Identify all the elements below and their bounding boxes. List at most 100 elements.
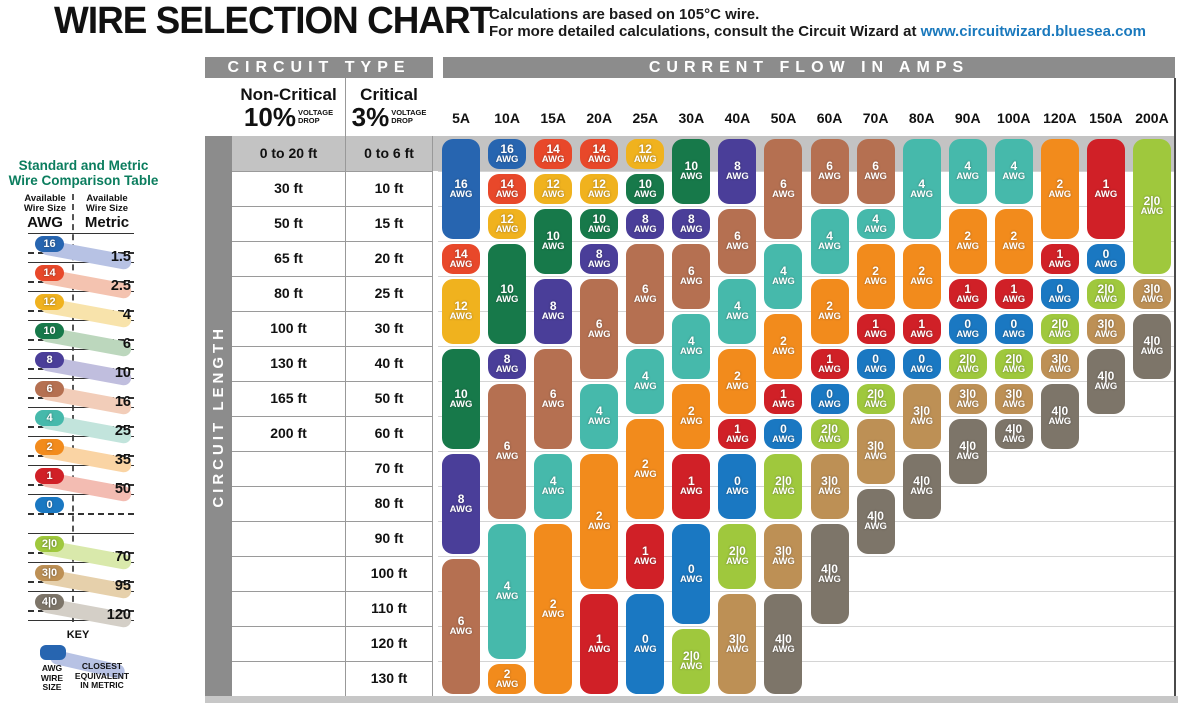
gauge-unit: AWG: [772, 346, 795, 357]
gauge-unit: AWG: [726, 171, 749, 182]
gauge-value: 4|0: [867, 509, 884, 523]
gauge-value: 2: [826, 299, 833, 313]
gauge-value: 0: [964, 316, 972, 331]
wire-gauge-pill: 2 AWG: [718, 348, 757, 414]
gauge-unit: AWG: [864, 363, 887, 375]
wire-gauge-pill: 2 AWG: [626, 418, 665, 519]
amp-column-header-200A: 200A: [1135, 110, 1169, 126]
gauge-unit: AWG: [1140, 206, 1164, 217]
gauge-unit: AWG: [1002, 241, 1026, 252]
gauge-value: 2|0: [959, 351, 977, 366]
metric-size-value: 10: [114, 365, 131, 381]
grid-row-line: [438, 206, 1175, 207]
gauge-unit: AWG: [679, 661, 703, 672]
wire-gauge-pill: 8 AWG: [580, 243, 619, 274]
gauge-value: 6: [549, 386, 557, 401]
wire-gauge-pill: 3|0 AWG: [810, 453, 849, 519]
note-line-2: For more detailed calculations, consult …: [489, 23, 1146, 40]
gauge-value: 4|0: [959, 439, 977, 453]
wire-gauge-pill: 0 AWG: [810, 383, 849, 414]
critical-length-cell: 10 ft: [374, 180, 404, 196]
awg-size-pill: 0: [35, 497, 64, 513]
gauge-value: 2|0: [867, 386, 884, 401]
length-row-line: [232, 416, 433, 417]
noncritical-length-cell: 80 ft: [274, 285, 303, 301]
gauge-unit: AWG: [864, 328, 887, 340]
gauge-unit: AWG: [1002, 293, 1026, 305]
wire-gauge-pill: 6 AWG: [856, 138, 895, 204]
gauge-unit: AWG: [1048, 188, 1072, 200]
gauge-value: 10: [684, 159, 699, 173]
note-line-1: Calculations are based on 105°C wire.: [489, 6, 760, 23]
gauge-value: 3|0: [1051, 351, 1069, 366]
gauge-unit: AWG: [1002, 363, 1026, 375]
gauge-value: 2|0: [682, 649, 700, 663]
wire-gauge-pill: 14 AWG: [580, 138, 619, 169]
gauge-unit: AWG: [679, 171, 703, 182]
gauge-unit: AWG: [910, 363, 933, 375]
gauge-unit: AWG: [1094, 328, 1118, 340]
gauge-unit: AWG: [633, 381, 657, 392]
comparison-row-line: [28, 494, 134, 495]
wire-gauge-pill: 4 AWG: [580, 383, 619, 449]
gauge-unit: AWG: [495, 678, 519, 690]
wire-gauge-pill: 4 AWG: [856, 208, 895, 239]
amp-column-header-70A: 70A: [862, 110, 889, 126]
wire-gauge-pill: 4|0 AWG: [1040, 383, 1079, 449]
gauge-value: 6: [872, 159, 879, 173]
gauge-value: 10: [500, 281, 514, 296]
gauge-value: 10: [592, 211, 606, 226]
critical-voltage-drop: VOLTAGE DROP: [391, 107, 427, 125]
wire-gauge-pill: 8 AWG: [442, 453, 481, 554]
length-columns: 0 to 20 ft 0 to 6 ft 30 ft 10 ft 50 ft 15 ft 6…: [232, 136, 433, 697]
gauge-value: 1: [918, 316, 925, 331]
gauge-unit: AWG: [633, 293, 657, 305]
gauge-value: 2: [641, 456, 649, 471]
gauge-unit: AWG: [541, 153, 565, 165]
gauge-value: 6: [641, 281, 649, 296]
gauge-unit: AWG: [449, 398, 473, 410]
selection-table: CIRCUIT TYPE CURRENT FLOW IN AMPS Non-Cr…: [205, 55, 1178, 707]
gauge-unit: AWG: [726, 556, 749, 567]
gauge-unit: AWG: [495, 153, 519, 165]
length-row-line: [232, 626, 433, 627]
gauge-unit: AWG: [864, 276, 887, 287]
gauge-value: 3|0: [729, 631, 746, 646]
gauge-unit: AWG: [541, 398, 565, 410]
gauge-value: 8: [688, 211, 695, 226]
amp-column-header-10A: 10A: [494, 110, 520, 126]
wire-gauge-pill: 4 AWG: [718, 278, 757, 344]
wire-gauge-pill: 2 AWG: [488, 663, 527, 694]
wire-gauge-pill: 16 AWG: [442, 138, 481, 239]
metric-size-value: 4: [122, 307, 131, 323]
gauge-unit: AWG: [1048, 293, 1072, 305]
gauge-value: 1: [688, 474, 695, 488]
wire-gauge-pill: 4 AWG: [764, 243, 803, 309]
awg-size-pill: 4: [35, 410, 64, 426]
wire-gauge-pill: 8 AWG: [534, 278, 573, 344]
metric-size-value: 95: [114, 578, 131, 594]
wire-gauge-pill: 2 AWG: [810, 278, 849, 344]
gauge-unit: AWG: [449, 311, 473, 322]
gauge-value: 3|0: [1005, 386, 1023, 401]
length-row-line: [232, 276, 433, 277]
gauge-unit: AWG: [1002, 433, 1026, 445]
gauge-value: 2: [780, 334, 787, 348]
awg-size-pill: 3|0: [35, 565, 64, 581]
gauge-unit: AWG: [818, 486, 841, 497]
gauge-unit: AWG: [818, 398, 841, 410]
critical-length-cell: 20 ft: [374, 250, 404, 266]
table-bottom-strip: [205, 696, 1178, 703]
critical-label: Critical: [360, 84, 418, 104]
gauge-unit: AWG: [818, 363, 841, 375]
gauge-value: 4|0: [775, 631, 792, 646]
gauge-value: 2: [872, 264, 879, 278]
gauge-value: 2|0: [821, 421, 838, 436]
metric-size-value: 6: [122, 336, 131, 352]
critical-length-cell: 40 ft: [374, 355, 404, 371]
gauge-value: 16: [454, 176, 468, 191]
circuit-wizard-link[interactable]: www.circuitwizard.bluesea.com: [920, 23, 1146, 40]
comparison-row-line: [28, 533, 134, 534]
awg-metric-divider: [72, 194, 74, 622]
